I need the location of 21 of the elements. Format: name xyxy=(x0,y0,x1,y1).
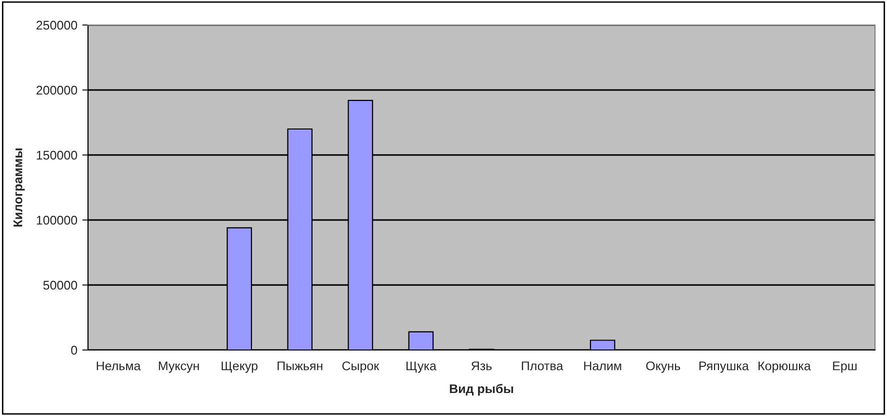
x-tick-label: Пыжьян xyxy=(278,362,322,370)
y-tick-label: 100000 xyxy=(36,216,78,225)
x-tick-label: Муксун xyxy=(158,362,199,373)
x-tick-label: Щука xyxy=(406,362,436,373)
x-tick-label: Сырок xyxy=(342,361,380,373)
y-tick-label: 150000 xyxy=(36,150,78,160)
x-tick-label: Язь xyxy=(471,362,492,370)
x-tick-label: Ряпушка xyxy=(699,362,749,373)
x-axis-title: Вид рыбы xyxy=(450,384,514,396)
y-tick-label: 50000 xyxy=(43,280,78,290)
y-axis-title: Килограммы xyxy=(14,148,25,227)
x-tick-label: Щекур xyxy=(222,362,258,373)
y-tick-label: 250000 xyxy=(36,20,78,30)
x-tick-label: Корюшка xyxy=(758,362,811,373)
y-tick-label: 200000 xyxy=(36,86,78,95)
x-tick-label: Плотва xyxy=(522,362,564,370)
y-tick-label: 0 xyxy=(71,346,78,355)
x-tick-label: Ерш xyxy=(833,362,857,373)
x-tick-label: Нельма xyxy=(96,362,141,370)
x-tick-label: Окунь xyxy=(646,361,680,373)
x-tick-label: Налим xyxy=(584,362,622,370)
